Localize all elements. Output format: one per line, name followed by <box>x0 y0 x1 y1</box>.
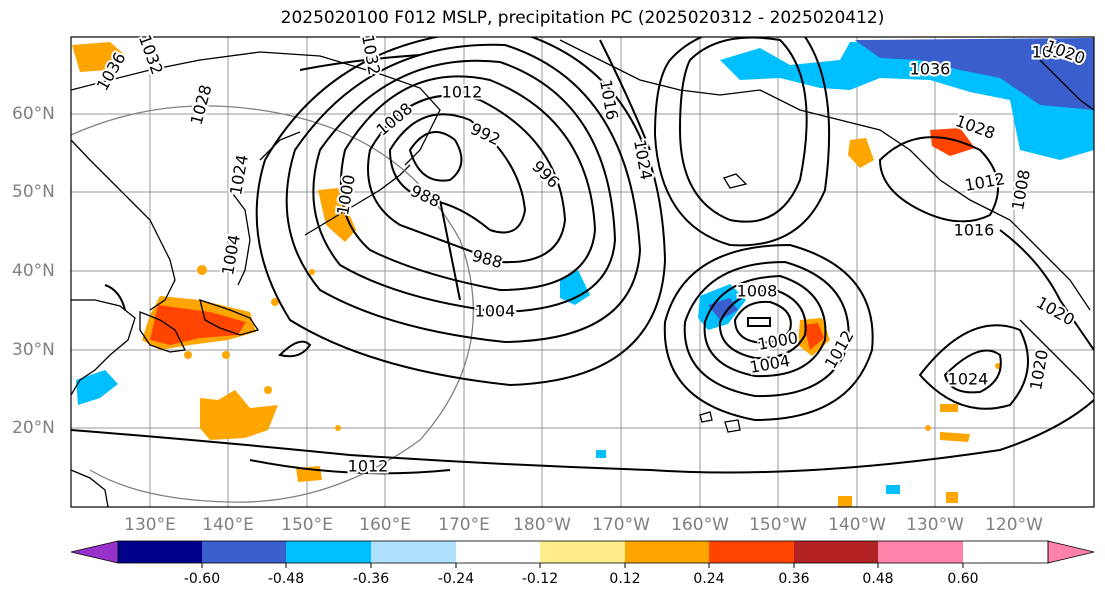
lon-label-170e: 170°E <box>438 515 490 535</box>
colorbar-extend-max <box>1047 540 1095 564</box>
lon-label-140w: 140°W <box>828 515 886 535</box>
grid-boundary-curve <box>71 105 474 503</box>
isobar-label: 1008 <box>737 282 778 301</box>
lon-label-130w: 130°W <box>906 515 964 535</box>
lon-label-120w: 120°W <box>985 515 1043 535</box>
colorbar-tick-label: -0.48 <box>267 571 305 587</box>
isobar-label: 1012 <box>348 457 389 476</box>
isobar-label: 1004 <box>475 302 516 321</box>
isobar-label: 1012 <box>442 83 483 102</box>
colorbar-segment <box>709 541 794 563</box>
lat-label-60: 60°N <box>12 104 55 124</box>
lon-label-180w: 180°W <box>513 515 571 535</box>
figure-title: 2025020100 F012 MSLP, precipitation PC (… <box>280 8 885 28</box>
colorbar-segment <box>878 541 963 563</box>
colorbar-segment <box>625 541 709 563</box>
lat-label-20: 20°N <box>12 418 55 438</box>
colorbar-segment <box>202 541 286 563</box>
colorbar-tick-label: 0.24 <box>693 571 725 587</box>
lon-label-140e: 140°E <box>202 515 254 535</box>
colorbar-segment <box>286 541 371 563</box>
colorbar-tick-label: 0.48 <box>862 571 894 587</box>
gridlines <box>71 37 1094 507</box>
lon-label-150e: 150°E <box>281 515 333 535</box>
colorbar-tick-label: 0.36 <box>778 571 810 587</box>
colorbar-tick-label: 0.12 <box>609 571 641 587</box>
colorbar-segment <box>371 541 456 563</box>
colorbar-segment <box>456 541 540 563</box>
precip-negative-areas <box>76 38 1094 494</box>
colorbar-tick-label: -0.36 <box>352 571 390 587</box>
colorbar-tick-label: 0.60 <box>947 571 979 587</box>
lat-label-50: 50°N <box>12 182 55 202</box>
isobar-label: 1024 <box>948 370 989 389</box>
colorbar-tick-label: -0.24 <box>437 571 475 587</box>
lon-label-130e: 130°E <box>124 515 176 535</box>
map-frame <box>70 36 1095 508</box>
isobar-label: 1016 <box>954 221 995 240</box>
colorbar-segment <box>540 541 625 563</box>
colorbar-segment <box>118 541 202 563</box>
colorbar-segment <box>794 541 878 563</box>
isobars <box>71 37 1094 475</box>
lat-label-40: 40°N <box>12 261 55 281</box>
lon-label-160w: 160°W <box>671 515 729 535</box>
colorbar-tick-label: -0.60 <box>183 571 221 587</box>
colorbar-outline <box>117 540 1049 564</box>
colorbar-tick-label: -0.12 <box>521 571 559 587</box>
coastlines <box>71 39 1094 507</box>
colorbar <box>70 540 1095 568</box>
colorbar-extend-min <box>70 540 119 564</box>
isobar-label: 1036 <box>910 60 951 79</box>
isobar-label: 1032 <box>1032 43 1073 62</box>
precip-positive-areas <box>72 42 1001 507</box>
lat-label-30: 30°N <box>12 340 55 360</box>
lon-label-160e: 160°E <box>359 515 411 535</box>
lon-label-170w: 170°W <box>592 515 650 535</box>
lon-label-150w: 150°W <box>749 515 807 535</box>
